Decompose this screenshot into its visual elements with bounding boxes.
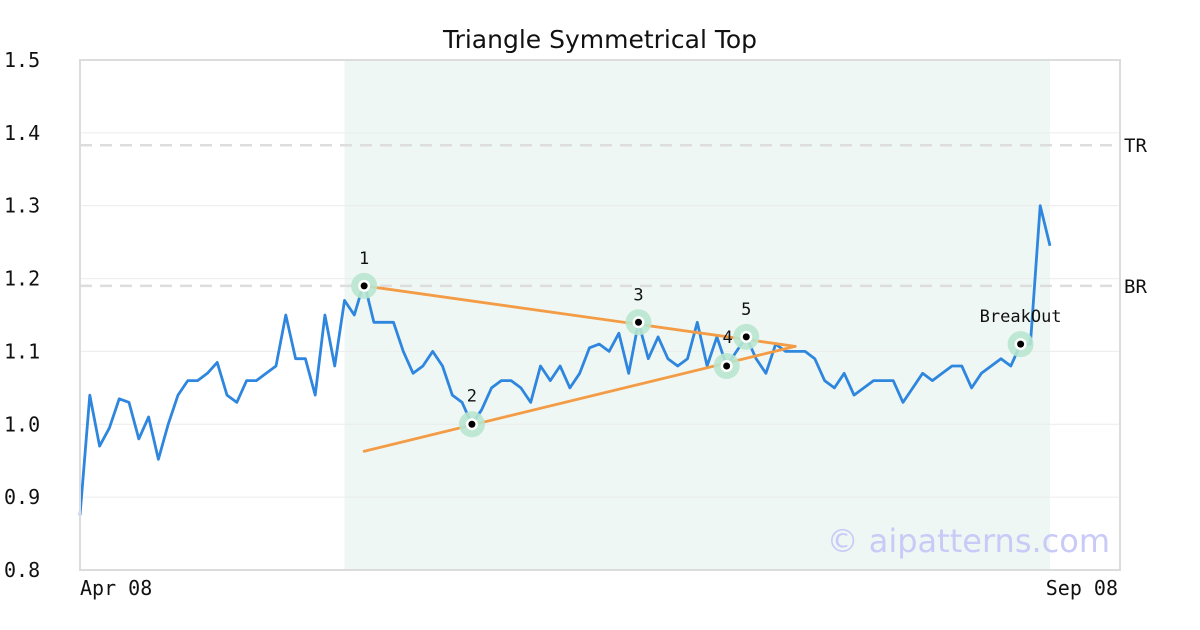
level-lines: TR BR [80, 135, 1147, 298]
pattern-point-label: 1 [359, 249, 369, 269]
pattern-point-label: 3 [633, 285, 643, 305]
pattern-point-label: 2 [467, 386, 477, 406]
pattern-point [723, 362, 731, 370]
price-series [78, 204, 1052, 516]
x-axis-ticks: Apr 08 Sep 08 [80, 576, 1118, 600]
y-tick-label: 0.8 [4, 558, 40, 582]
watermark: © aipatterns.com [827, 522, 1110, 560]
pattern-point [634, 318, 642, 326]
y-tick-label: 1.4 [4, 121, 40, 145]
pattern-point [742, 333, 750, 341]
pattern-point-label: BreakOut [980, 307, 1062, 327]
gridlines [80, 59, 1120, 571]
plot-frame [79, 59, 1121, 571]
pattern-point-label: 4 [723, 328, 733, 348]
y-tick-label: 1.1 [4, 339, 40, 363]
level-label: TR [1124, 135, 1147, 157]
y-axis-ticks: 1.5 1.4 1.3 1.2 1.1 1.0 0.9 0.8 [4, 48, 40, 582]
x-tick-label: Apr 08 [80, 576, 152, 600]
pattern-points: 1 2 3 45 BreakOut [351, 249, 1062, 438]
pattern-point [1017, 340, 1025, 348]
pattern-region [344, 60, 1051, 570]
level-label: BR [1124, 276, 1147, 298]
trendline [362, 284, 797, 348]
y-tick-label: 1.3 [4, 194, 40, 218]
chart-title: Triangle Symmetrical Top [442, 25, 757, 54]
plot-background [344, 60, 1051, 570]
pattern-point [468, 420, 476, 428]
pattern-point-label: 5 [741, 300, 751, 320]
y-tick-label: 0.9 [4, 485, 40, 509]
y-tick-label: 1.2 [4, 267, 40, 291]
series-line [78, 204, 1052, 516]
pattern-point [360, 282, 368, 290]
x-tick-label: Sep 08 [1046, 576, 1118, 600]
y-tick-label: 1.5 [4, 48, 40, 72]
y-tick-label: 1.0 [4, 412, 40, 436]
